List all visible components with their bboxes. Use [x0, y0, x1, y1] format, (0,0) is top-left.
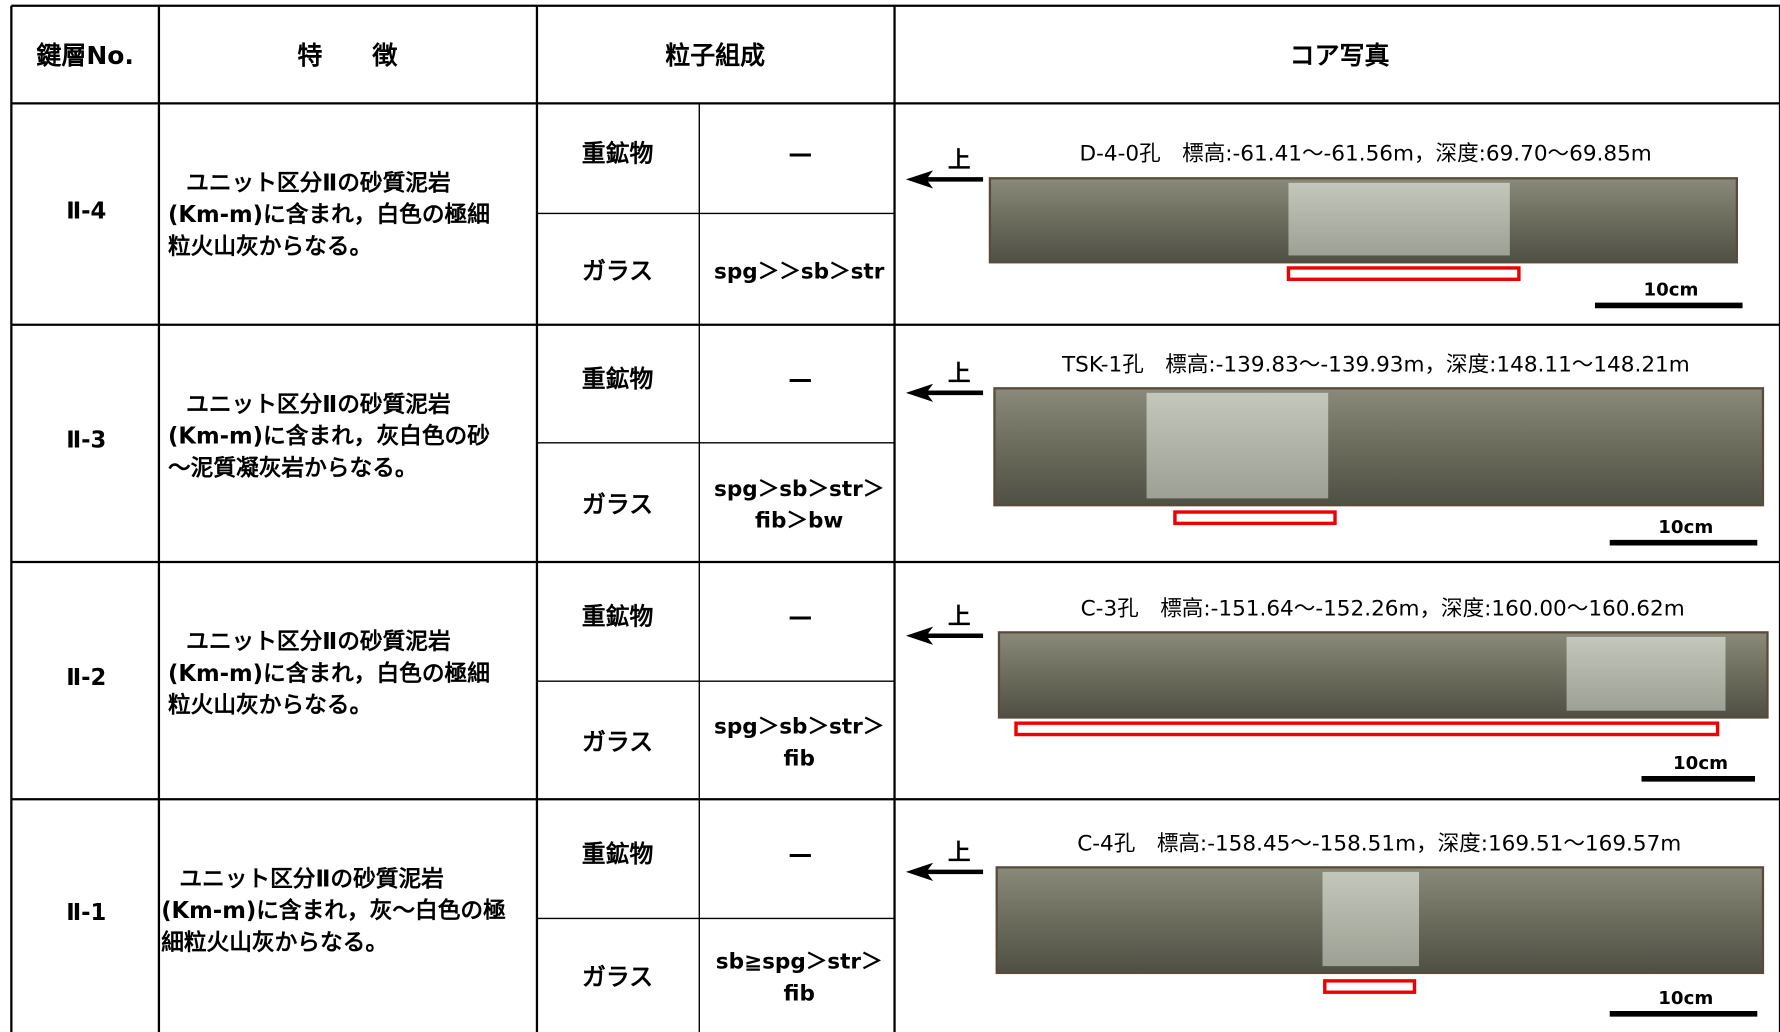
- up-label: 上: [948, 840, 971, 866]
- glass-label: ガラス: [582, 490, 653, 518]
- heavy-mineral-label: 重鉱物: [582, 140, 654, 168]
- glass-value: spg＞sb＞str＞: [714, 715, 884, 740]
- up-label: 上: [948, 148, 971, 174]
- heavy-mineral-value: —: [788, 365, 812, 393]
- sample-range: [1014, 721, 1720, 737]
- feature-text: (Km-m)に含まれ，白色の極細: [168, 660, 490, 687]
- feature-text: (Km-m)に含まれ，白色の極細: [168, 201, 490, 228]
- photo-caption: D-4-0孔 標高:-61.41～-61.56m，深度:69.70～69.85m: [1080, 141, 1652, 166]
- glass-value: fib＞bw: [755, 509, 843, 534]
- sample-range: [1286, 266, 1521, 282]
- feature-text: ユニット区分Ⅱの砂質泥岩: [186, 170, 451, 196]
- core-photo: [993, 387, 1765, 507]
- up-arrow-head: [905, 862, 934, 881]
- scale-label: 10cm: [1658, 988, 1713, 1009]
- glass-value: fib: [783, 981, 814, 1006]
- scale-label: 10cm: [1658, 517, 1713, 538]
- glass-value: sb≧spg＞str＞: [716, 950, 883, 975]
- photo-caption: TSK-1孔 標高:-139.83～-139.93m，深度:148.11～148…: [1061, 353, 1690, 378]
- core-light-section: [1288, 182, 1510, 256]
- key-layer-id: Ⅱ-4: [66, 198, 106, 224]
- column-header: 特 徴: [297, 41, 398, 70]
- feature-text: ユニット区分Ⅱの砂質泥岩: [179, 866, 444, 892]
- up-arrow-head: [905, 626, 934, 645]
- heavy-mineral-label: 重鉱物: [582, 840, 654, 868]
- column-header: 粒子組成: [665, 41, 765, 70]
- up-arrow-head: [905, 383, 934, 402]
- glass-label: ガラス: [582, 728, 653, 756]
- key-layer-id: Ⅱ-3: [66, 428, 106, 454]
- up-label: 上: [948, 604, 971, 630]
- heavy-mineral-value: —: [788, 840, 812, 868]
- core-light-section: [1322, 871, 1420, 967]
- heavy-mineral-value: —: [788, 603, 812, 631]
- glass-label: ガラス: [582, 963, 653, 991]
- up-arrow-head: [905, 170, 934, 189]
- key-layer-id: Ⅱ-1: [66, 900, 106, 926]
- core-light-section: [1566, 636, 1726, 711]
- feature-text: 細粒火山灰からなる。: [161, 929, 388, 956]
- up-label: 上: [948, 361, 971, 387]
- heavy-mineral-label: 重鉱物: [582, 365, 654, 393]
- feature-text: 粒火山灰からなる。: [168, 233, 372, 260]
- column-header: コア写真: [1290, 41, 1390, 70]
- sample-range: [1173, 510, 1337, 526]
- feature-text: 粒火山灰からなる。: [168, 692, 372, 719]
- key-layer-id: Ⅱ-2: [66, 665, 106, 691]
- feature-text: ユニット区分Ⅱの砂質泥岩: [186, 392, 451, 418]
- glass-value: spg＞sb＞str＞: [714, 477, 884, 502]
- feature-text: (Km-m)に含まれ，灰白色の砂: [168, 423, 490, 450]
- column-header: 鍵層No.: [36, 41, 133, 70]
- heavy-mineral-label: 重鉱物: [582, 603, 654, 631]
- heavy-mineral-value: —: [788, 140, 812, 168]
- feature-text: (Km-m)に含まれ，灰～白色の極: [161, 897, 506, 924]
- photo-caption: C-4孔 標高:-158.45～-158.51m，深度:169.51～169.5…: [1077, 832, 1681, 857]
- scale-label: 10cm: [1644, 280, 1699, 301]
- core-light-section: [1146, 392, 1329, 499]
- sample-range: [1323, 979, 1417, 994]
- scale-label: 10cm: [1673, 753, 1728, 774]
- glass-value: spg＞＞sb＞str: [714, 259, 885, 284]
- glass-label: ガラス: [582, 257, 653, 285]
- photo-caption: C-3孔 標高:-151.64～-152.26m，深度:160.00～160.6…: [1081, 597, 1685, 622]
- feature-text: ユニット区分Ⅱの砂質泥岩: [186, 629, 451, 655]
- glass-value: fib: [783, 747, 814, 772]
- feature-text: ～泥質凝灰岩からなる。: [168, 454, 418, 481]
